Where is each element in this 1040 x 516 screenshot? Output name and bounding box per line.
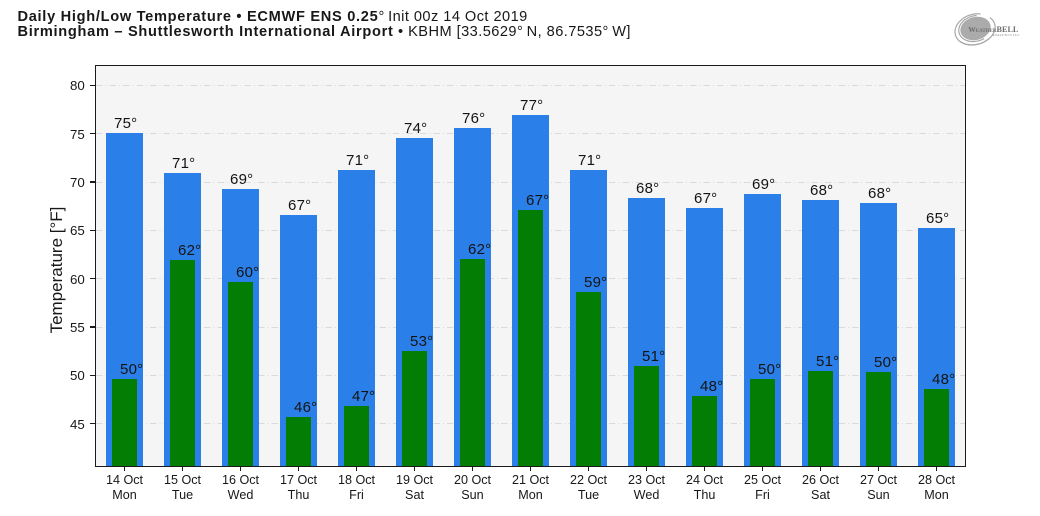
svg-text:ANALYTICS LLC: ANALYTICS LLC <box>992 33 1020 37</box>
svg-text:WEATHERBELL: WEATHERBELL <box>968 25 1019 34</box>
